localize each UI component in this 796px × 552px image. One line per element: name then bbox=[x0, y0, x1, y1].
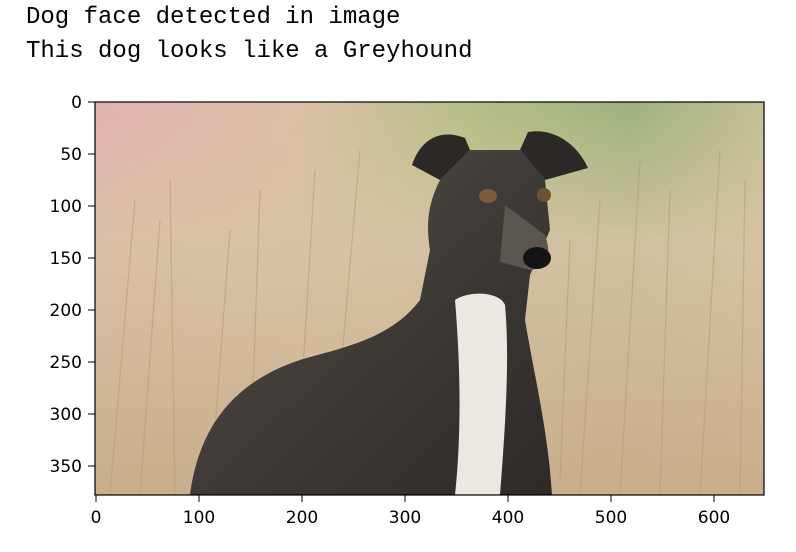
y-tick-label: 200 bbox=[50, 301, 82, 321]
x-tick-label: 300 bbox=[389, 508, 421, 528]
y-tick-label: 100 bbox=[50, 197, 82, 217]
x-axis: 0 100 200 300 400 500 600 bbox=[91, 495, 730, 528]
x-tick-label: 600 bbox=[698, 508, 730, 528]
y-tick-label: 50 bbox=[60, 145, 82, 165]
dog-photo bbox=[95, 102, 764, 495]
x-tick-label: 400 bbox=[492, 508, 524, 528]
axes-frame bbox=[94, 101, 765, 496]
x-tick-label: 500 bbox=[595, 508, 627, 528]
y-axis: 0 50 100 150 200 250 300 350 bbox=[50, 93, 95, 477]
output-line-1: Dog face detected in image bbox=[26, 4, 401, 31]
x-tick-label: 100 bbox=[183, 508, 215, 528]
x-tick-label: 200 bbox=[286, 508, 318, 528]
y-tick-label: 150 bbox=[50, 249, 82, 269]
x-tick-label: 0 bbox=[91, 508, 102, 528]
y-tick-label: 300 bbox=[50, 405, 82, 425]
y-tick-label: 0 bbox=[71, 93, 82, 113]
y-tick-label: 250 bbox=[50, 353, 82, 373]
output-line-2: This dog looks like a Greyhound bbox=[26, 38, 473, 65]
y-tick-label: 350 bbox=[50, 457, 82, 477]
